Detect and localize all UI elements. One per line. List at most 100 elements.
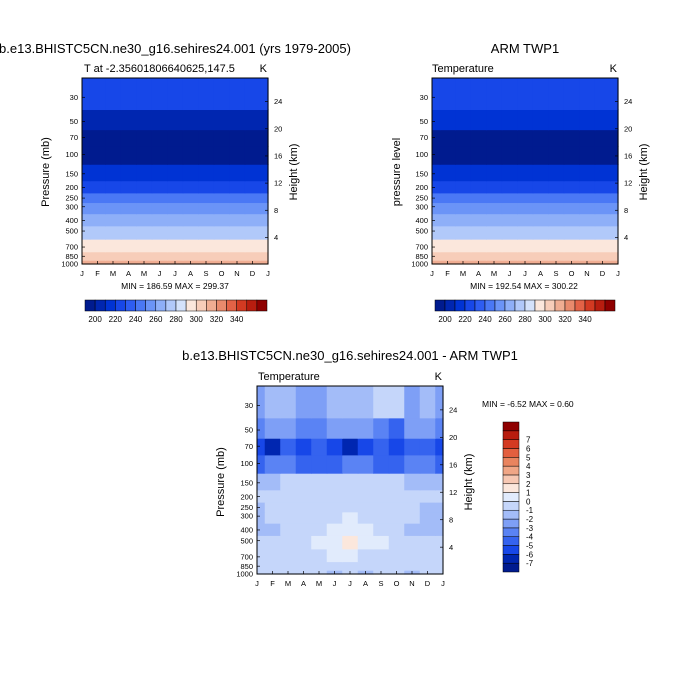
heat-cell: [435, 438, 444, 456]
heat-cell: [486, 202, 503, 215]
heat-cell: [455, 225, 472, 240]
heat-cell: [342, 502, 359, 513]
heat-cell: [357, 438, 374, 456]
heat-cell: [82, 78, 91, 111]
heat-cell: [548, 78, 565, 111]
heat-cell: [470, 202, 487, 215]
colorbar-swatch: [84, 299, 96, 312]
heat-cell: [244, 192, 261, 204]
heat-cell: [439, 78, 456, 111]
month-tick-label: S: [203, 269, 208, 278]
heat-cell: [594, 109, 611, 131]
heat-cell: [280, 511, 297, 524]
heat-cell: [136, 202, 153, 215]
heat-cell: [455, 180, 472, 194]
heat-cell: [89, 225, 106, 240]
month-tick-label: M: [460, 269, 466, 278]
heat-cell: [594, 164, 611, 182]
heat-cell: [439, 129, 456, 147]
heat-cell: [404, 511, 421, 524]
heat-cell: [120, 146, 137, 165]
colorbar-swatch: [502, 474, 520, 485]
pressure-tick-label: 850: [240, 562, 253, 571]
pressure-tick-label: 300: [240, 512, 253, 521]
panel-model-subtitle: T at -2.35601806640625,147.5: [84, 63, 235, 75]
heat-cell: [326, 561, 343, 571]
heat-cell: [419, 511, 436, 524]
heat-cell: [419, 502, 436, 513]
heat-cell: [455, 213, 472, 227]
heat-cell: [532, 129, 549, 147]
heat-cell: [82, 251, 91, 261]
pressure-tick-label: 1000: [61, 260, 78, 269]
heat-cell: [326, 417, 343, 439]
heat-cell: [439, 109, 456, 131]
heat-cell: [486, 78, 503, 111]
heat-cell: [594, 180, 611, 194]
heat-cell: [517, 202, 534, 215]
colorbar-swatch: [502, 439, 520, 449]
heat-cell: [229, 146, 246, 165]
pressure-tick-label: 1000: [236, 570, 253, 579]
heat-cell: [610, 78, 619, 111]
height-tick-label: 24: [274, 97, 282, 106]
heat-cell: [517, 78, 534, 111]
heat-cell: [260, 146, 269, 165]
heat-cell: [579, 129, 596, 147]
heat-cell: [610, 109, 619, 131]
heat-cell: [295, 523, 312, 536]
heat-cell: [419, 489, 436, 503]
panel-obs-units: K: [610, 63, 618, 75]
colorbar-swatch: [94, 299, 106, 312]
heat-cell: [280, 523, 297, 536]
panel-diff-units: K: [435, 371, 443, 383]
heat-cell: [120, 78, 137, 111]
heat-cell: [82, 146, 91, 165]
pressure-tick-label: 1000: [411, 260, 428, 269]
heat-cell: [182, 192, 199, 204]
colorbar-swatch: [246, 299, 258, 312]
colorbar-swatch: [502, 509, 520, 520]
colorbar-swatch: [464, 299, 476, 312]
colorbar-tick-label: 220: [109, 315, 123, 324]
heat-cell: [373, 386, 390, 419]
heat-cell: [404, 489, 421, 503]
panel-diff-title: b.e13.BHISTC5CN.ne30_g16.sehires24.001 -…: [182, 348, 518, 363]
heat-cell: [311, 561, 328, 571]
heat-cell: [136, 225, 153, 240]
pressure-tick-label: 70: [420, 133, 428, 142]
heat-cell: [579, 164, 596, 182]
heat-cell: [548, 202, 565, 215]
heat-cell: [357, 454, 374, 474]
heat-cell: [136, 180, 153, 194]
height-tick-label: 16: [624, 152, 632, 161]
heat-cell: [486, 146, 503, 165]
heat-cell: [435, 511, 444, 524]
height-tick-label: 20: [624, 124, 632, 133]
colorbar-swatch: [135, 299, 146, 312]
heat-cell: [435, 386, 444, 419]
heat-cell: [260, 129, 269, 147]
heat-cell: [120, 202, 137, 215]
heat-cell: [311, 454, 328, 474]
heat-cell: [532, 239, 549, 253]
heat-cell: [563, 109, 580, 131]
heat-cell: [435, 561, 444, 571]
heat-cell: [182, 239, 199, 253]
heat-cell: [404, 473, 421, 491]
heat-cell: [198, 164, 215, 182]
heat-cell: [548, 239, 565, 253]
heat-cell: [435, 570, 444, 575]
heat-cell: [419, 417, 436, 439]
heat-cell: [435, 535, 444, 550]
heat-cell: [404, 548, 421, 563]
heat-cell: [435, 417, 444, 439]
colorbar-swatch: [514, 299, 526, 312]
colorbar-swatch: [502, 562, 520, 573]
heat-cell: [264, 548, 281, 563]
panel-diff-ylabel-right: Height (km): [463, 454, 475, 511]
height-tick-label: 4: [624, 233, 628, 242]
heat-cell: [432, 239, 441, 253]
heat-cell: [136, 192, 153, 204]
